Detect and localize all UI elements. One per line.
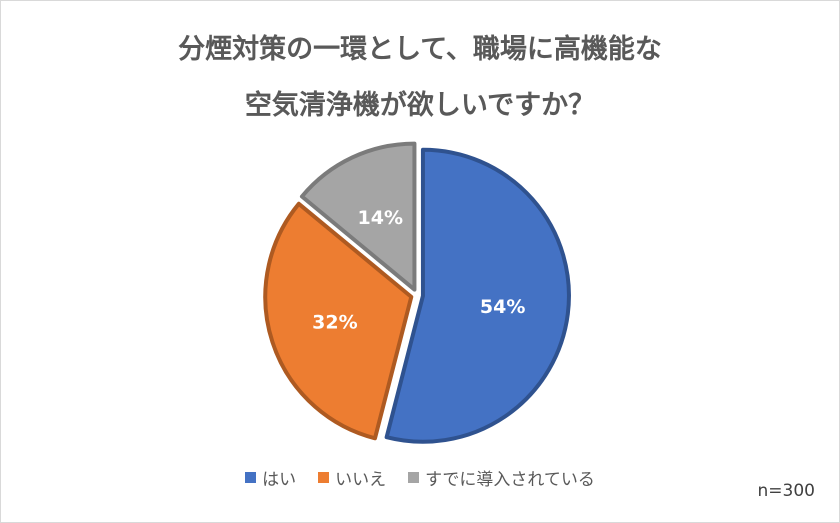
legend-label-yes: はい	[262, 470, 297, 490]
sample-size-note: n=300	[757, 481, 815, 501]
legend-item-already: すでに導入されている	[408, 465, 595, 490]
legend-item-yes: はい	[245, 465, 296, 490]
legend-swatch-yes	[245, 472, 257, 483]
legend-swatch-already	[408, 472, 420, 483]
legend-item-no: いいえ	[318, 465, 386, 490]
data-label-no: 32%	[312, 312, 357, 334]
data-label-yes: 54%	[480, 296, 525, 318]
legend-swatch-no	[318, 472, 330, 483]
data-label-already: 14%	[358, 207, 403, 229]
chart-title-line-2: 空気清浄機が欲しいですか？	[244, 90, 596, 121]
legend-label-already: すでに導入されている	[425, 470, 595, 490]
pie-slice-already	[299, 141, 417, 292]
pie-slice-no	[263, 201, 414, 441]
legend: はい いいえ すでに導入されている	[1, 465, 839, 490]
chart-title-line-1: 分煙対策の一環として、職場に高機能な	[178, 34, 662, 65]
pie-slice-yes	[384, 147, 571, 444]
legend-label-no: いいえ	[335, 470, 387, 490]
